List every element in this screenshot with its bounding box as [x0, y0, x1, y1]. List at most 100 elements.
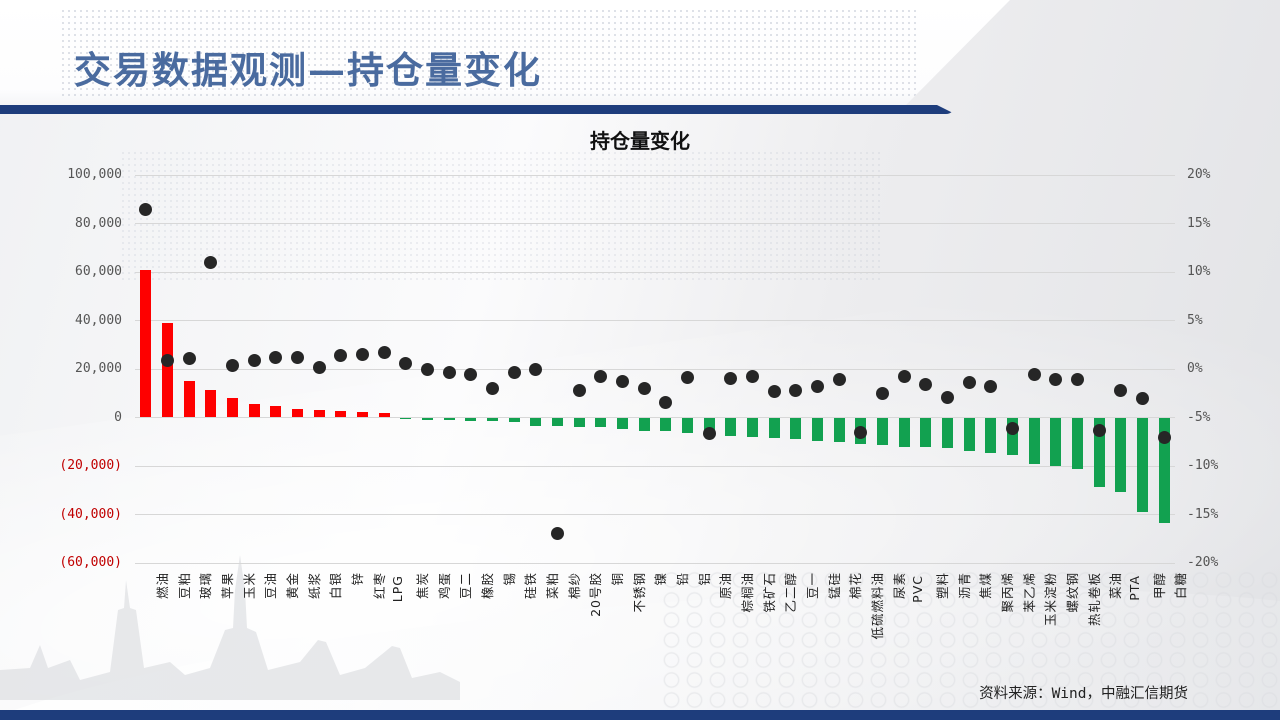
scatter-dot-锌 — [334, 348, 348, 362]
header-accent-bar — [0, 105, 933, 114]
scatter-dot-塑料 — [919, 378, 933, 392]
bar-白糖 — [1158, 417, 1170, 524]
header-dot-pattern — [60, 8, 920, 96]
right-axis-tick: -5% — [1187, 409, 1211, 425]
bar-铅 — [660, 417, 672, 432]
bar-铝 — [682, 417, 693, 434]
scatter-dot-苯乙烯 — [1006, 421, 1019, 435]
bar-菜油 — [1093, 417, 1105, 488]
left-axis-tick: 60,000 — [75, 264, 122, 279]
left-axis-tick: 100,000 — [67, 167, 122, 182]
scatter-dot-原油 — [702, 427, 716, 441]
scatter-dot-不锈钢 — [616, 375, 629, 389]
bar-原油 — [703, 417, 715, 436]
bar-螺纹钢 — [1050, 417, 1062, 467]
scatter-dot-沥青 — [941, 390, 954, 404]
bar-沥青 — [942, 417, 953, 449]
scatter-dot-聚丙烯 — [984, 379, 998, 393]
scatter-dot-PVC — [897, 370, 911, 384]
scatter-dot-苹果 — [204, 255, 218, 269]
scatter-dot-铜 — [594, 370, 608, 384]
right-axis-tick: 20% — [1187, 167, 1211, 182]
scatter-dot-玉米淀粉 — [1027, 368, 1041, 382]
scatter-dot-红枣 — [356, 347, 369, 361]
scatter-dot-焦炭 — [399, 356, 413, 370]
scatter-dot-乙二醇 — [767, 384, 781, 398]
left-axis-tick: 40,000 — [75, 312, 122, 328]
bar-镍 — [638, 417, 650, 431]
bar-PVC — [898, 417, 910, 448]
bar-棉花 — [833, 417, 845, 442]
right-axis-tick: 15% — [1187, 215, 1211, 231]
gridline — [135, 174, 1175, 176]
bar-乙二醇 — [768, 417, 780, 438]
bar-豆一 — [790, 417, 802, 440]
header-band — [0, 0, 1010, 106]
bar-菜粕 — [530, 417, 542, 426]
bottom-accent-bar — [0, 710, 1280, 720]
scatter-dot-热轧卷板 — [1071, 373, 1084, 387]
scatter-dot-玉米 — [226, 358, 239, 372]
gridline — [135, 514, 1175, 515]
gridline — [135, 271, 1175, 273]
left-axis-tick: 0 — [114, 409, 122, 425]
left-axis-tick: (20,000) — [59, 458, 122, 473]
bar-棕榈油 — [725, 417, 737, 436]
bar-鸡蛋 — [422, 417, 433, 420]
bar-甲醇 — [1137, 417, 1148, 513]
bar-白银 — [313, 409, 325, 418]
scatter-dot-棉花 — [832, 373, 846, 387]
gridline — [135, 417, 1175, 418]
scatter-dot-铁矿石 — [746, 370, 759, 384]
bar-锌 — [335, 411, 347, 418]
bar-聚丙烯 — [985, 417, 997, 453]
scatter-dot-PTA — [1114, 383, 1128, 397]
city-skyline-silhouette — [0, 555, 460, 700]
scatter-dot-螺纹钢 — [1049, 373, 1063, 387]
scatter-dot-锰硅 — [811, 379, 824, 393]
scatter-dot-锡 — [486, 381, 499, 395]
scatter-dot-豆粕 — [161, 353, 174, 367]
scatter-dot-菜粕 — [529, 363, 543, 377]
bar-LPG — [378, 412, 390, 418]
bar-燃油 — [140, 269, 152, 418]
gridline — [135, 465, 1175, 467]
bar-红枣 — [357, 412, 368, 418]
bar-PTA — [1115, 417, 1127, 493]
scatter-dot-尿素 — [876, 386, 889, 400]
scatter-dot-焦煤 — [962, 376, 976, 390]
scatter-dot-橡胶 — [464, 368, 478, 382]
right-axis-tick: 5% — [1187, 312, 1203, 328]
bar-黄金 — [270, 406, 282, 418]
bar-硅铁 — [508, 417, 520, 423]
world-map-dot-pattern — [120, 150, 880, 280]
scatter-dot-玻璃 — [182, 351, 196, 365]
bar-苯乙烯 — [1007, 417, 1018, 455]
gridline — [135, 223, 1175, 224]
scatter-dot-铅 — [659, 396, 673, 410]
scatter-dot-铝 — [681, 371, 694, 385]
chart-title: 持仓量变化 — [590, 129, 690, 153]
bar-铜 — [595, 417, 607, 428]
bar-尿素 — [877, 417, 888, 445]
scatter-dot-黄金 — [269, 350, 283, 364]
honeycomb-pattern — [660, 570, 1280, 720]
bar-玻璃 — [183, 380, 195, 418]
scatter-dot-白银 — [312, 360, 326, 374]
right-axis-tick: 0% — [1187, 361, 1203, 376]
gridline — [135, 320, 1175, 321]
source-note: 资料来源：Wind，中融汇信期货 — [979, 686, 1188, 702]
bar-棉纱 — [552, 417, 563, 426]
bar-锰硅 — [812, 417, 823, 441]
scatter-dot-棉纱 — [551, 527, 564, 541]
scatter-dot-燃油 — [139, 203, 153, 217]
bar-锡 — [487, 417, 498, 422]
bar-不锈钢 — [617, 417, 628, 429]
bar-豆二 — [443, 417, 455, 421]
bar-豆粕 — [162, 322, 173, 418]
scatter-dot-鸡蛋 — [421, 363, 434, 377]
right-axis-tick: -15% — [1187, 506, 1219, 522]
scatter-dot-豆二 — [442, 366, 456, 380]
